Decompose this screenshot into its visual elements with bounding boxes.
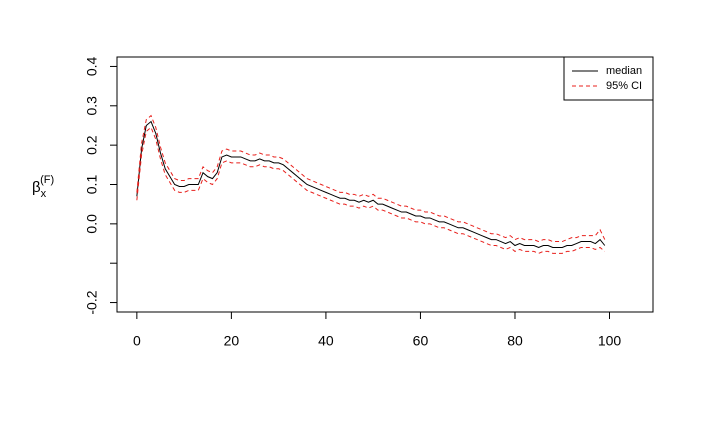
y-tick-label: -0.2 xyxy=(84,290,100,314)
y-tick-label: 0.0 xyxy=(84,214,100,234)
y-tick-label: 0.3 xyxy=(84,96,100,116)
y-tick-label: 0.1 xyxy=(84,175,100,195)
x-tick-label: 20 xyxy=(224,333,240,349)
x-tick-label: 60 xyxy=(413,333,429,349)
x-tick-label: 100 xyxy=(598,333,622,349)
x-tick-label: 80 xyxy=(507,333,523,349)
y-axis-label: βx (F) xyxy=(32,174,54,200)
y-label-sub: x xyxy=(41,188,47,200)
y-label-main: β xyxy=(32,179,41,196)
x-tick-label: 40 xyxy=(318,333,334,349)
y-tick-label: 0.2 xyxy=(84,135,100,155)
legend-box xyxy=(563,56,654,101)
x-tick-label: 0 xyxy=(133,333,141,349)
median-line xyxy=(136,120,606,249)
y-label-sup: (F) xyxy=(40,174,54,186)
y-tick-label: 0.4 xyxy=(84,57,100,77)
legend-label: median xyxy=(606,65,642,77)
legend-label: 95% CI xyxy=(606,80,642,92)
ci-upper-line xyxy=(136,114,606,243)
ci-lower-line xyxy=(136,126,606,254)
